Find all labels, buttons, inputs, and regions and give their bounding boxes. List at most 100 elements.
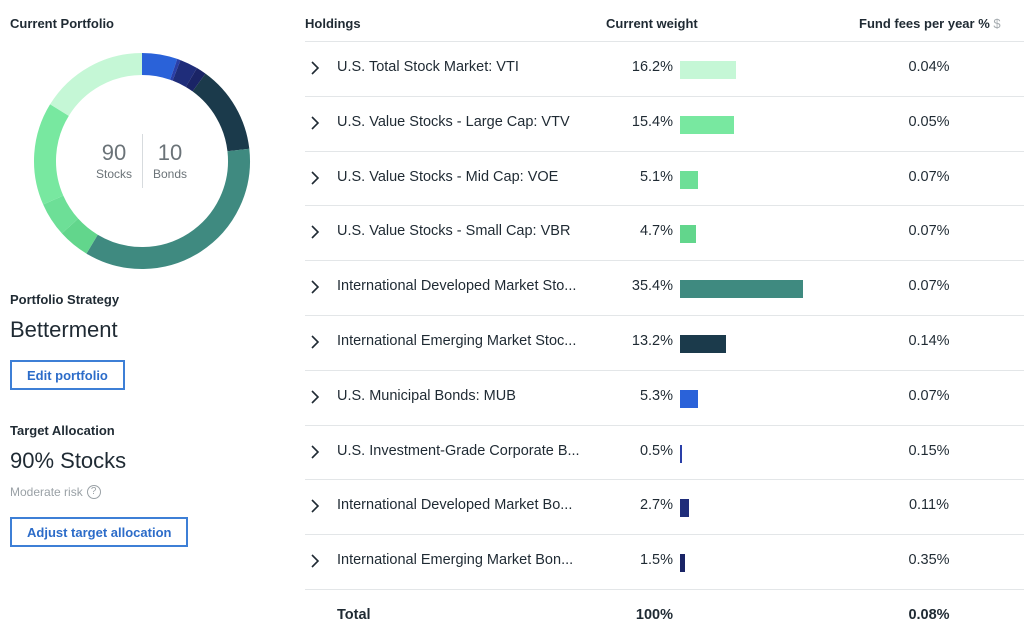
donut-divider xyxy=(142,134,143,188)
bonds-summary: 10 Bonds xyxy=(140,141,200,183)
chevron-right-icon[interactable] xyxy=(309,553,321,569)
donut-segment xyxy=(170,58,181,81)
holding-row[interactable]: U.S. Municipal Bonds: MUB 5.3% 0.07% xyxy=(305,369,1024,425)
holding-weight-bar xyxy=(680,170,698,189)
holding-fee: 0.15% xyxy=(908,442,950,459)
dollar-icon[interactable]: $ xyxy=(993,16,1001,31)
holding-weight: 13.2% xyxy=(631,333,673,349)
holding-row[interactable]: U.S. Value Stocks - Large Cap: VTV 15.4% 0… xyxy=(305,95,1024,151)
holding-weight: 4.7% xyxy=(639,223,673,240)
holding-fee: 0.07% xyxy=(908,223,950,240)
donut-segment xyxy=(192,73,250,152)
allocation-donut-chart: 90 Stocks 10 Bonds xyxy=(32,51,252,271)
holding-name: U.S. Value Stocks - Small Cap: VBR xyxy=(337,223,571,240)
holding-name: U.S. Investment-Grade Corporate B... xyxy=(337,442,580,459)
risk-level: Moderate risk ? xyxy=(10,485,101,499)
holding-weight: 15.4% xyxy=(631,113,673,130)
chevron-right-icon[interactable] xyxy=(309,389,321,405)
holding-weight-bar xyxy=(680,115,734,134)
holding-fee: 0.11% xyxy=(908,497,950,514)
holding-weight: 0.5% xyxy=(639,442,673,459)
question-circle-icon[interactable]: ? xyxy=(86,485,101,499)
stocks-label: Stocks xyxy=(95,167,132,181)
portfolio-strategy-title: Portfolio Strategy xyxy=(10,292,120,307)
total-row: Total 100% 0.08% xyxy=(305,589,1024,634)
total-weight: 100% xyxy=(635,607,673,623)
holding-row[interactable]: U.S. Total Stock Market: VTI 16.2% 0.04% xyxy=(305,41,1024,96)
holding-weight: 1.5% xyxy=(639,552,673,569)
chevron-right-icon[interactable] xyxy=(309,115,321,131)
donut-segment xyxy=(50,53,143,117)
holding-row[interactable]: U.S. Value Stocks - Mid Cap: VOE 5.1% 0.07… xyxy=(305,150,1024,206)
fund-fees-header: Fund fees per year % $ xyxy=(859,16,1001,31)
holding-name: U.S. Value Stocks - Large Cap: VTV xyxy=(337,113,570,130)
holding-row[interactable]: International Emerging Market Stoc... 13.… xyxy=(305,315,1024,370)
holding-name: U.S. Total Stock Market: VTI xyxy=(337,59,519,75)
donut-segment xyxy=(86,148,250,269)
holding-fee: 0.14% xyxy=(908,333,950,349)
stocks-percent: 90 xyxy=(101,140,127,165)
current-weight-header: Current weight xyxy=(606,16,698,31)
holding-weight-bar xyxy=(680,499,690,518)
holding-row[interactable]: U.S. Value Stocks - Small Cap: VBR 4.7% 0.… xyxy=(305,205,1024,260)
holding-weight-bar xyxy=(680,280,803,299)
holding-weight: 35.4% xyxy=(631,278,673,295)
donut-svg xyxy=(34,53,250,269)
holding-row[interactable]: International Developed Market Sto... 35.… xyxy=(305,260,1024,315)
holding-name: U.S. Municipal Bonds: MUB xyxy=(337,387,516,404)
fund-fees-header-label: Fund fees per year % xyxy=(859,16,990,31)
holdings-table: Holdings Current weight Fund fees per ye… xyxy=(305,0,1024,634)
holding-fee: 0.07% xyxy=(908,168,950,185)
holding-weight-bar xyxy=(680,335,726,353)
holding-fee: 0.35% xyxy=(908,552,950,569)
holding-name: U.S. Value Stocks - Mid Cap: VOE xyxy=(337,168,559,185)
target-allocation-title: Target Allocation xyxy=(10,423,115,438)
edit-portfolio-button[interactable]: Edit portfolio xyxy=(10,360,125,390)
holding-name: International Developed Market Bo... xyxy=(337,497,573,514)
chevron-right-icon[interactable] xyxy=(309,444,321,460)
holding-fee: 0.07% xyxy=(908,278,950,295)
holding-fee: 0.05% xyxy=(908,113,950,130)
holding-weight-bar xyxy=(680,554,686,573)
holding-weight-bar xyxy=(680,389,699,408)
donut-segment xyxy=(61,218,99,254)
chevron-right-icon[interactable] xyxy=(309,279,321,295)
holding-fee: 0.04% xyxy=(908,59,950,75)
bonds-label: Bonds xyxy=(152,167,188,181)
holding-weight-bar xyxy=(680,225,697,244)
portfolio-strategy-value: Betterment xyxy=(10,317,118,342)
holding-weight: 5.1% xyxy=(639,168,673,185)
chevron-right-icon[interactable] xyxy=(309,60,321,76)
chevron-right-icon[interactable] xyxy=(309,170,321,186)
total-fee: 0.08% xyxy=(908,607,950,623)
holding-name: International Emerging Market Stoc... xyxy=(337,333,577,349)
target-allocation-value: 90% Stocks xyxy=(10,448,127,473)
risk-label: Moderate risk xyxy=(10,485,83,499)
portfolio-summary-panel: Current Portfolio 90 Stocks 10 Bonds Por… xyxy=(0,0,290,634)
holding-name: International Developed Market Sto... xyxy=(337,278,577,295)
holding-row[interactable]: International Developed Market Bo... 2.7%… xyxy=(305,479,1024,534)
chevron-right-icon[interactable] xyxy=(309,498,321,514)
total-label: Total xyxy=(337,607,371,623)
donut-segment xyxy=(43,195,79,234)
donut-segment xyxy=(141,53,178,80)
donut-center-labels: 90 Stocks 10 Bonds xyxy=(32,51,252,271)
holding-weight: 5.3% xyxy=(639,387,673,404)
holding-weight: 2.7% xyxy=(639,497,673,514)
holding-fee: 0.07% xyxy=(908,387,950,404)
holdings-header: Holdings xyxy=(305,16,361,31)
holding-row[interactable]: International Emerging Market Bon... 1.5%… xyxy=(305,534,1024,589)
holding-weight: 16.2% xyxy=(631,59,673,75)
holding-row[interactable]: U.S. Investment-Grade Corporate B... 0.5%… xyxy=(305,424,1024,480)
stocks-summary: 90 Stocks xyxy=(84,141,144,183)
chevron-right-icon[interactable] xyxy=(309,334,321,350)
current-portfolio-title: Current Portfolio xyxy=(10,16,114,31)
holding-weight-bar xyxy=(680,444,682,463)
donut-segment xyxy=(185,68,206,92)
donut-segment xyxy=(172,60,197,88)
bonds-percent: 10 xyxy=(157,140,183,165)
holding-name: International Emerging Market Bon... xyxy=(337,552,574,569)
chevron-right-icon[interactable] xyxy=(309,224,321,240)
adjust-target-allocation-button[interactable]: Adjust target allocation xyxy=(10,517,189,547)
holding-weight-bar xyxy=(680,61,737,79)
